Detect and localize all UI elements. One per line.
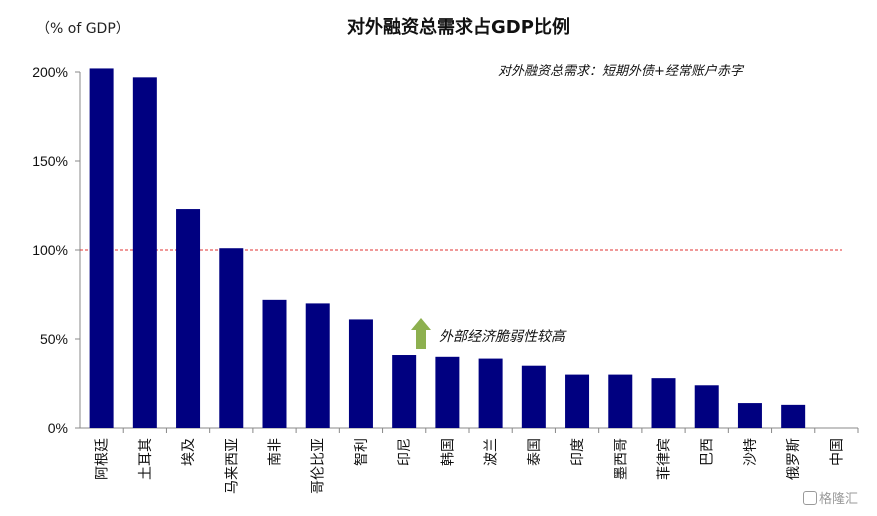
y-tick-label: 200% <box>32 64 68 80</box>
bar <box>781 404 806 428</box>
bar <box>176 209 201 428</box>
y-tick-label: 150% <box>32 153 68 169</box>
y-tick-label: 0% <box>48 420 68 436</box>
bar <box>89 68 114 428</box>
bar <box>262 299 287 428</box>
bar <box>219 248 244 428</box>
x-tick-label: 印尼 <box>397 438 413 466</box>
watermark: 格隆汇 <box>803 488 858 507</box>
bar <box>565 374 590 428</box>
bar <box>305 303 330 428</box>
x-tick-label: 沙特 <box>743 438 759 466</box>
bar <box>694 385 719 428</box>
x-tick-label: 波兰 <box>484 438 500 466</box>
x-tick-label: 中国 <box>829 438 845 466</box>
watermark-logo-icon <box>803 491 817 505</box>
x-tick-label: 土耳其 <box>138 438 154 480</box>
bar <box>132 77 157 428</box>
x-tick-label: 印度 <box>570 438 586 466</box>
y-tick-label: 50% <box>40 331 68 347</box>
bar <box>521 365 546 428</box>
up-arrow-icon <box>411 318 431 349</box>
x-tick-label: 马来西亚 <box>224 438 240 494</box>
x-tick-label: 菲律宾 <box>657 438 673 480</box>
chart-title: 对外融资总需求占GDP比例 <box>347 17 570 38</box>
y-unit-label: （% of GDP） <box>36 21 130 37</box>
y-tick-label: 100% <box>32 242 68 258</box>
bar <box>435 356 460 428</box>
x-tick-label: 阿根廷 <box>95 438 111 480</box>
chart-subtitle: 对外融资总需求：短期外债+经常账户赤字 <box>498 64 743 79</box>
x-tick-label: 埃及 <box>181 438 197 466</box>
bar <box>651 378 676 428</box>
x-tick-label: 墨西哥 <box>613 438 629 480</box>
bar <box>478 358 503 428</box>
x-tick-label: 智利 <box>354 438 370 466</box>
x-tick-label: 俄罗斯 <box>786 438 802 480</box>
bar <box>348 319 373 428</box>
watermark-text: 格隆汇 <box>819 492 859 507</box>
x-tick-label: 哥伦比亚 <box>311 438 327 494</box>
x-tick-label: 巴西 <box>700 438 716 466</box>
bar <box>737 403 762 428</box>
x-tick-label: 南非 <box>268 438 284 466</box>
vulnerability-annotation: 外部经济脆弱性较高 <box>439 329 565 345</box>
bar <box>392 355 417 428</box>
x-tick-label: 泰国 <box>527 438 543 466</box>
x-tick-label: 韩国 <box>440 438 456 466</box>
bar <box>608 374 633 428</box>
